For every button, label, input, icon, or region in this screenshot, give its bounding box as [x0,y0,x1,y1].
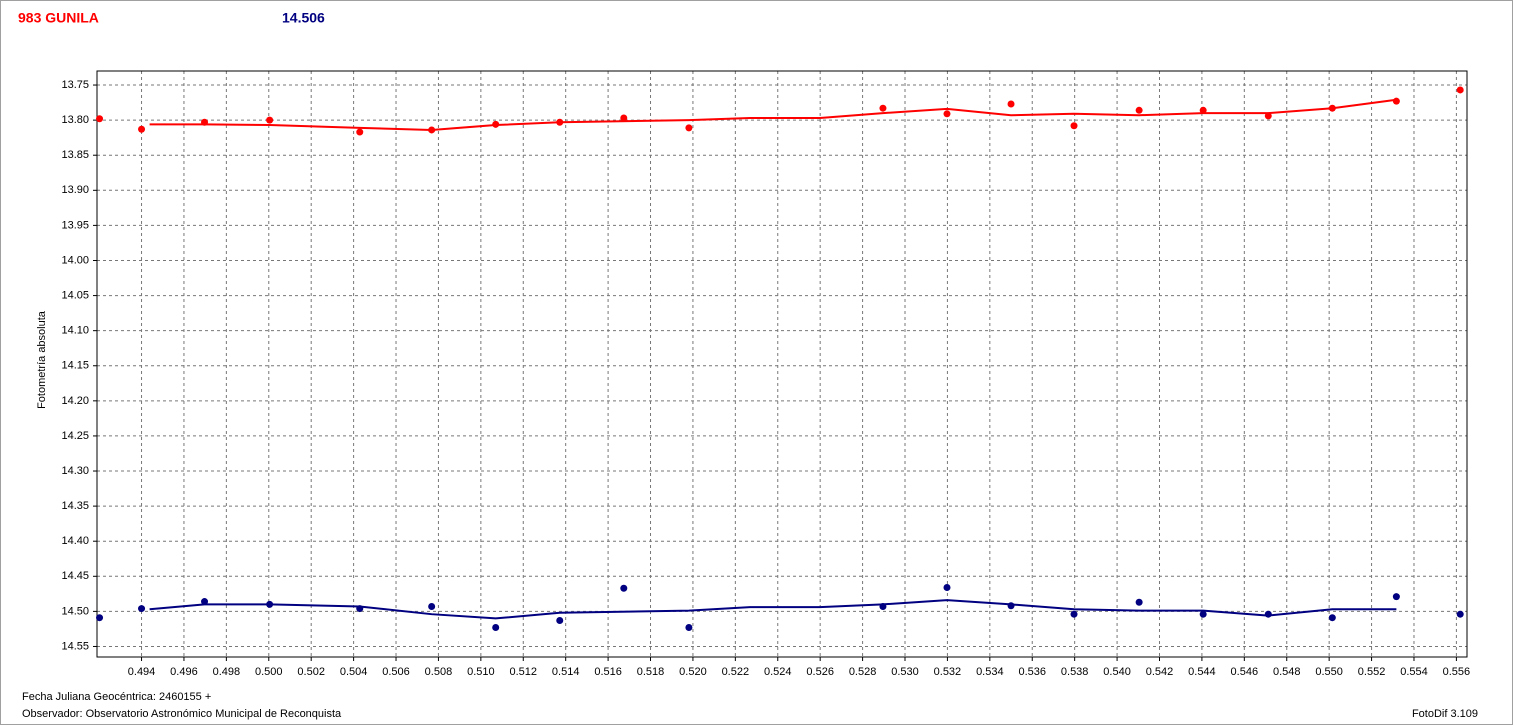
y-tick-label: 14.10 [61,325,89,337]
x-tick-label: 0.550 [1315,666,1343,678]
data-point [620,584,628,592]
x-tick-label: 0.544 [1188,666,1216,678]
y-tick-label: 13.85 [61,149,89,161]
data-point [356,128,364,136]
data-point [620,114,628,122]
data-point [879,104,887,112]
y-tick-label: 14.00 [61,254,89,266]
y-tick-label: 14.55 [61,640,89,652]
x-tick-label: 0.496 [170,666,198,678]
data-point [1264,112,1272,120]
x-tick-label: 0.520 [679,666,707,678]
x-tick-label: 0.522 [722,666,750,678]
fit-line [149,599,1397,620]
y-tick-label: 14.20 [61,395,89,407]
x-tick-label: 0.534 [976,666,1004,678]
y-tick-label: 14.45 [61,570,89,582]
footer-date: Fecha Juliana Geocéntrica: 2460155 + [22,691,211,703]
x-tick-label: 0.538 [1061,666,1089,678]
comparison-name: 14.506 [282,10,325,26]
footer-observer: Observador: Observatorio Astronómico Mun… [22,708,342,720]
data-point [1007,100,1015,108]
x-tick-label: 0.518 [637,666,665,678]
x-tick-label: 0.510 [467,666,495,678]
data-point [138,125,146,133]
data-point [943,110,951,118]
data-point [943,584,951,592]
data-point [1264,610,1272,618]
x-tick-label: 0.528 [849,666,877,678]
x-tick-label: 0.548 [1273,666,1301,678]
data-point [1199,610,1207,618]
x-tick-label: 0.542 [1146,666,1174,678]
data-point [1456,610,1464,618]
data-point [1135,598,1143,606]
y-tick-label: 14.30 [61,465,89,477]
data-point [492,624,500,632]
y-axis-label: Fotometría absoluta [36,310,48,409]
y-tick-label: 14.05 [61,289,89,301]
x-tick-label: 0.546 [1231,666,1259,678]
target-name: 983 GUNILA [18,10,99,26]
y-tick-label: 14.25 [61,430,89,442]
data-point [428,602,436,610]
plot-frame [96,70,1468,658]
data-point [1392,593,1400,601]
x-tick-label: 0.540 [1103,666,1131,678]
y-tick-label: 14.35 [61,500,89,512]
x-tick-label: 0.500 [255,666,283,678]
y-tick-label: 13.90 [61,184,89,196]
x-tick-label: 0.526 [806,666,834,678]
x-tick-label: 0.508 [425,666,453,678]
data-point [556,617,564,625]
y-tick-label: 14.15 [61,360,89,372]
x-tick-label: 0.556 [1443,666,1471,678]
x-tick-label: 0.530 [891,666,919,678]
data-point [1199,106,1207,114]
x-tick-label: 0.524 [764,666,792,678]
data-point [1070,610,1078,618]
data-point [1392,97,1400,105]
y-tick-label: 13.75 [61,79,89,91]
x-tick-label: 0.506 [382,666,410,678]
x-tick-label: 0.514 [552,666,580,678]
data-point [685,624,693,632]
x-tick-label: 0.504 [340,666,368,678]
x-tick-label: 0.536 [1018,666,1046,678]
data-point [266,116,274,124]
y-tick-label: 13.95 [61,219,89,231]
data-point [1456,86,1464,94]
x-tick-label: 0.532 [934,666,962,678]
y-tick-label: 13.80 [61,114,89,126]
x-tick-label: 0.552 [1358,666,1386,678]
data-point [685,124,693,132]
data-point [138,605,146,613]
data-point [1070,122,1078,130]
data-point [201,598,209,606]
x-tick-label: 0.502 [297,666,325,678]
fit-line [149,98,1397,131]
software-version: FotoDif 3.109 [1412,708,1478,720]
x-tick-label: 0.512 [510,666,538,678]
y-tick-label: 14.40 [61,535,89,547]
data-point [96,614,104,622]
x-tick-label: 0.516 [594,666,622,678]
x-tick-label: 0.554 [1400,666,1428,678]
x-tick-label: 0.494 [128,666,156,678]
x-tick-label: 0.498 [213,666,241,678]
data-point [96,115,104,123]
y-tick-label: 14.50 [61,605,89,617]
data-point [1135,106,1143,114]
data-point [1328,614,1336,622]
